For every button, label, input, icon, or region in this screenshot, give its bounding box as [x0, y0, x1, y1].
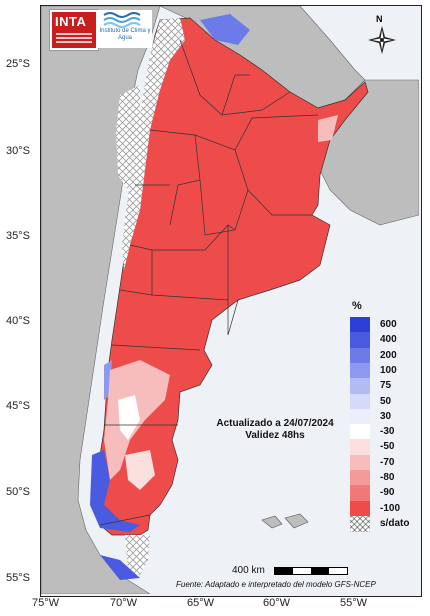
legend-unit: %	[352, 300, 362, 312]
legend-label: 100	[380, 364, 397, 376]
legend-label: -80	[380, 472, 395, 483]
inta-logo: INTA	[50, 10, 98, 50]
province-borders	[99, 39, 319, 526]
lon-label-65: 65°W	[187, 597, 215, 609]
legend-label: 200	[380, 349, 397, 361]
argentina-land	[91, 17, 369, 536]
legend-swatch	[350, 393, 370, 410]
legend-swatch	[350, 454, 370, 471]
legend-label: 50	[380, 395, 392, 407]
legend-label: 75	[380, 380, 392, 392]
inta-logo-text: INTA	[55, 14, 87, 29]
lon-label-75: 75°W	[32, 597, 60, 609]
lat-label-50: 50°S	[6, 486, 30, 498]
lat-label-35: 35°S	[6, 230, 30, 242]
inta-lines-icon	[56, 33, 92, 43]
legend-label: 600	[380, 319, 397, 330]
lon-label-60: 60°W	[263, 597, 291, 609]
lat-label-25: 25°S	[6, 58, 30, 70]
updated-line: Actualizado a 24/07/2024	[216, 418, 334, 429]
logos: INTA Instituto de Clima y Agua	[50, 10, 152, 50]
legend-swatch	[350, 362, 370, 379]
legend-swatch	[350, 485, 370, 502]
lon-label-55: 55°W	[340, 597, 368, 609]
legend-swatch	[350, 424, 370, 441]
no-data-north	[116, 85, 140, 190]
falkland-islands	[261, 513, 309, 529]
scale-bar	[274, 567, 348, 575]
legend-label: -50	[380, 441, 395, 453]
validity-line: Validez 48hs	[245, 430, 305, 441]
excess-tierra-fuego	[100, 555, 140, 580]
legend-swatch	[350, 408, 370, 425]
legend-label: 400	[380, 334, 397, 346]
legend-swatch	[350, 500, 370, 517]
legend-swatch	[350, 347, 370, 364]
institute-logo: Instituto de Clima y Agua	[98, 10, 152, 48]
lon-label-70: 70°W	[110, 597, 138, 609]
excess-patagonia-west	[90, 450, 140, 532]
excess-north	[200, 14, 250, 45]
legend-swatch	[350, 317, 370, 333]
legend-label: -90	[380, 487, 395, 499]
lat-label-40: 40°S	[6, 315, 30, 327]
legend-swatch	[350, 332, 370, 349]
lat-label-55: 55°S	[6, 572, 30, 584]
compass-rose-icon	[368, 26, 396, 54]
no-data-andes	[122, 18, 185, 270]
compass: N	[368, 14, 396, 56]
legend-swatch	[350, 378, 370, 395]
lat-label-30: 30°S	[6, 145, 30, 157]
legend-label: s/dato	[380, 517, 410, 529]
light-deficit-ne	[318, 115, 338, 142]
legend-swatch	[350, 515, 370, 532]
lat-label-45: 45°S	[6, 400, 30, 412]
legend-label: -70	[380, 456, 395, 468]
legend-label: -100	[380, 502, 401, 514]
legend-label: -30	[380, 426, 395, 438]
update-annotation: Actualizado a 24/07/2024 Validez 48hs	[205, 418, 345, 442]
white-patches-2	[125, 450, 155, 490]
legend-swatch	[350, 470, 370, 486]
white-patches	[118, 395, 140, 440]
no-data-south-tip	[125, 535, 150, 575]
legend-swatch	[350, 439, 370, 456]
north-label: N	[376, 14, 383, 24]
source-note: Fuente: Adaptado e interpretado del mode…	[176, 580, 376, 589]
legend-label: 30	[380, 410, 392, 422]
institute-logo-text: Instituto de Clima y Agua	[99, 28, 151, 41]
waves-icon	[103, 12, 141, 28]
scale-label: 400 km	[232, 565, 265, 576]
